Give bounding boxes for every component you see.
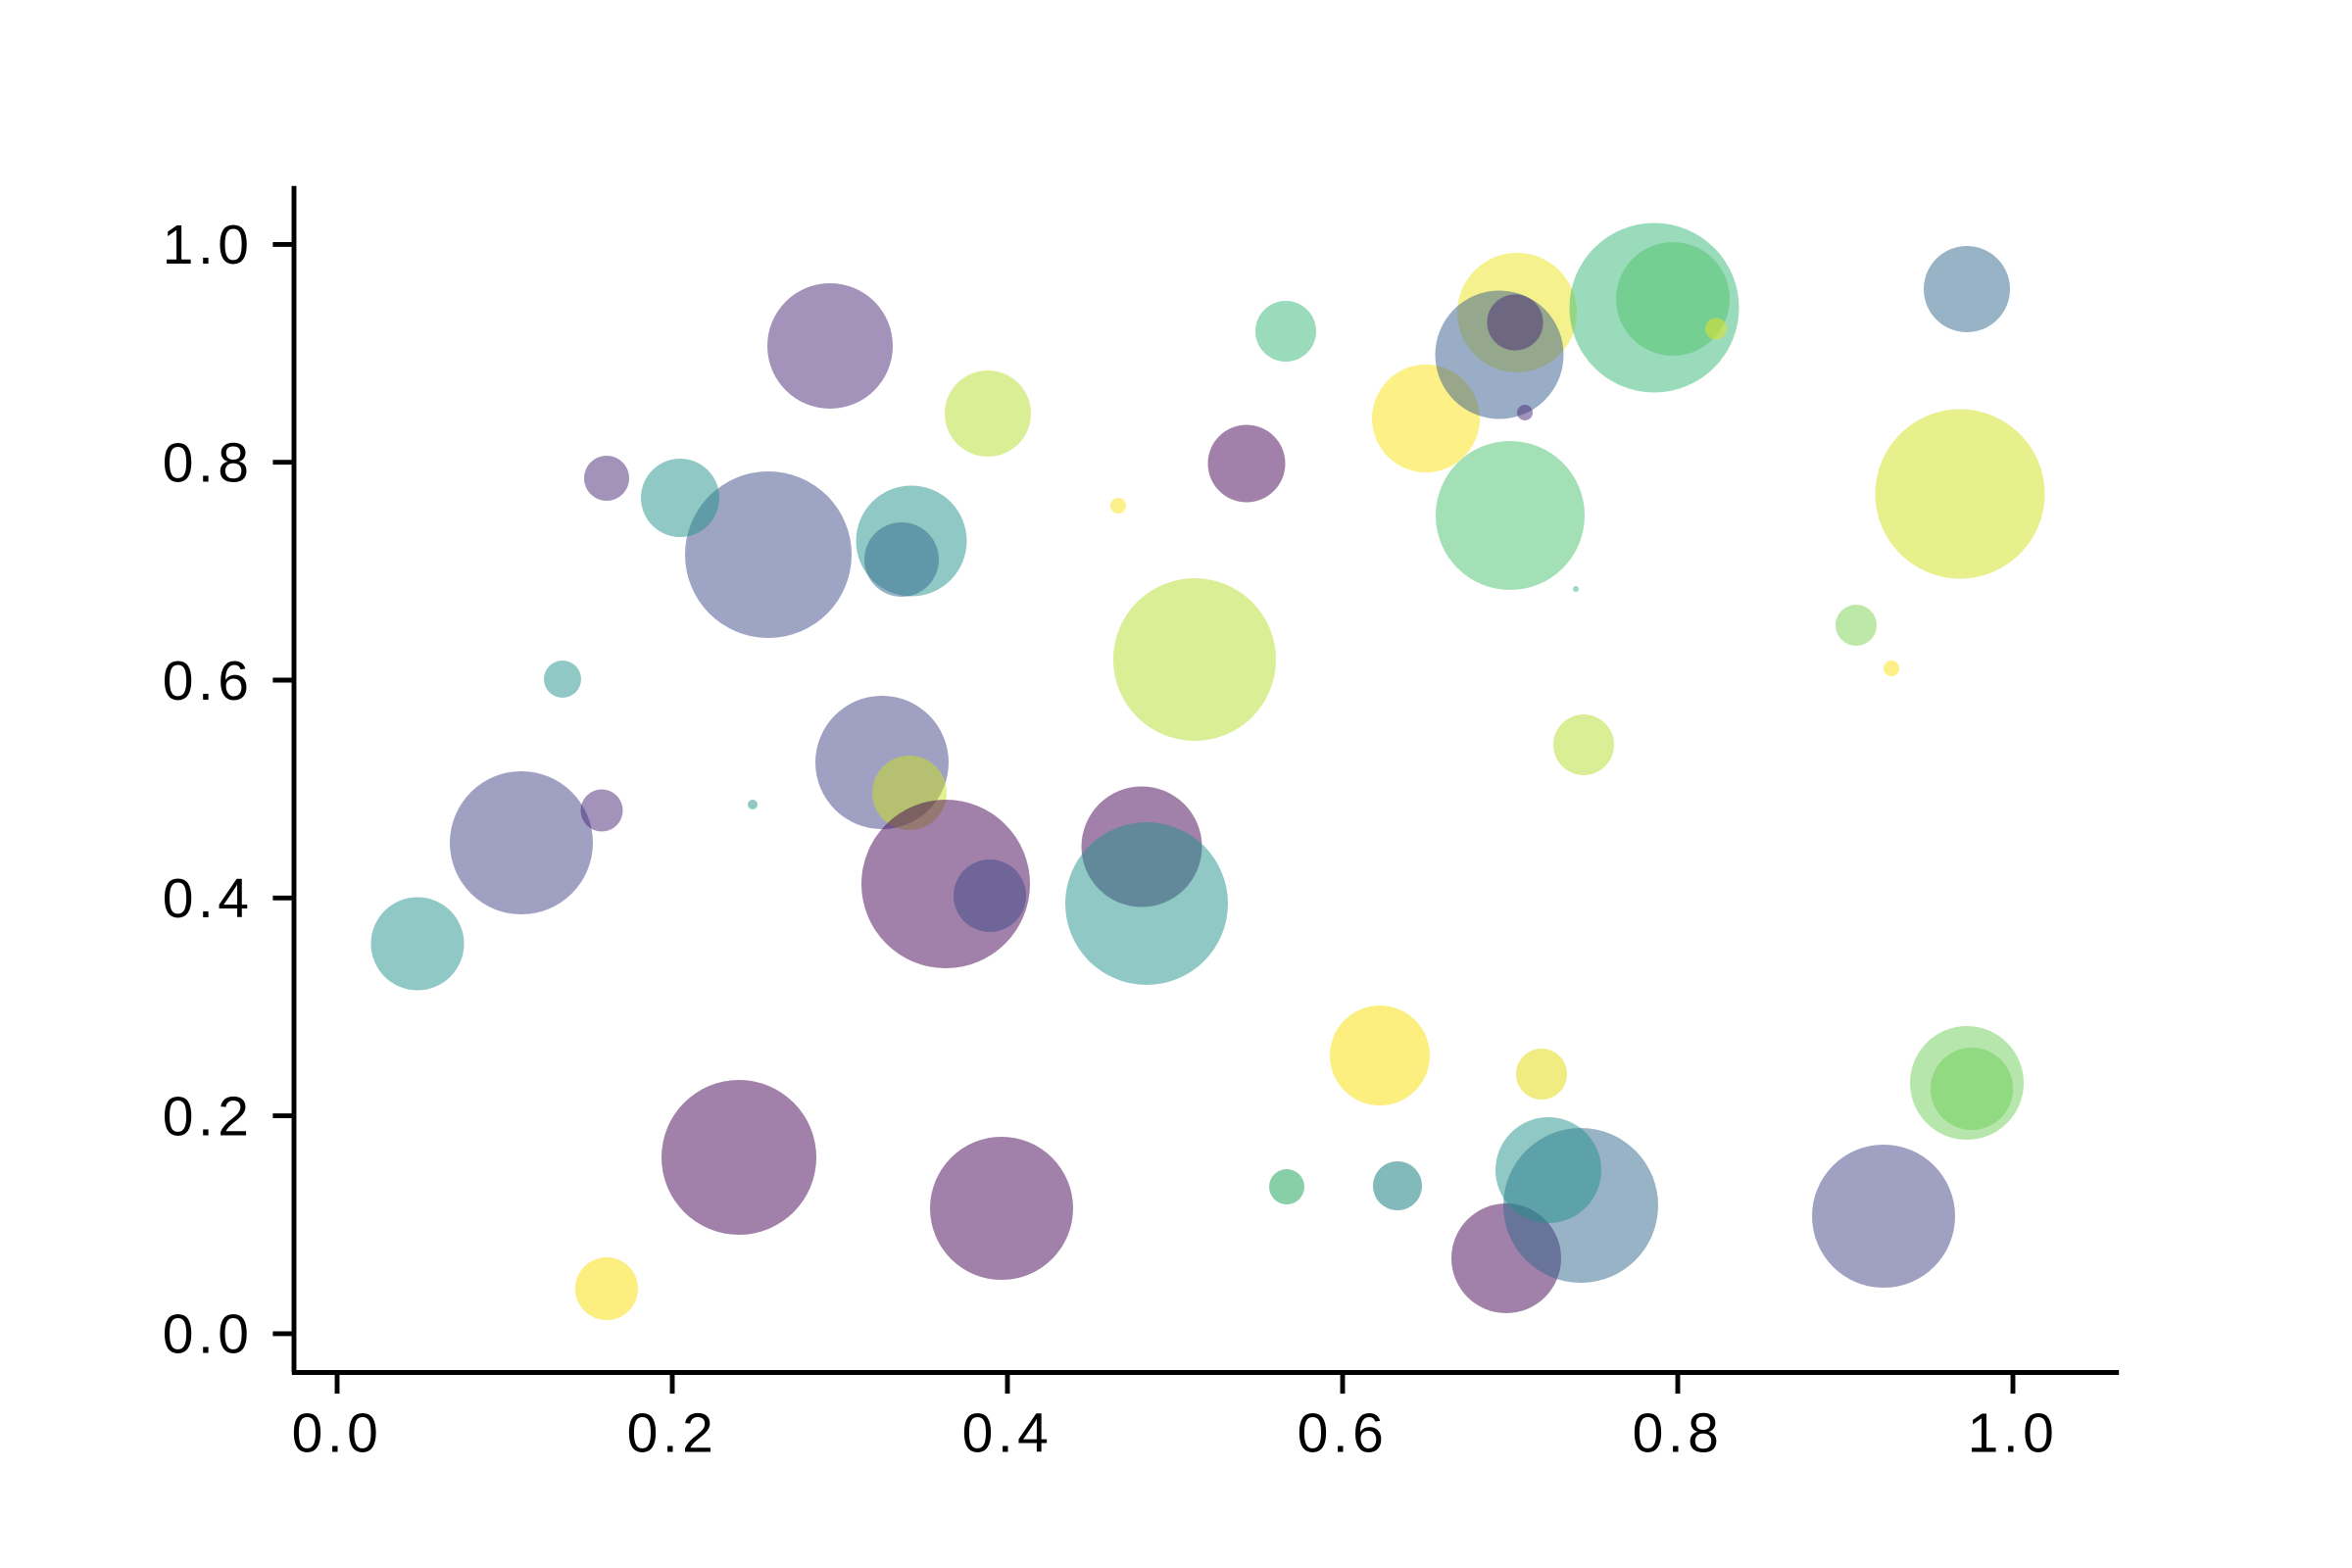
svg-text:0.4: 0.4 bbox=[962, 1402, 1054, 1465]
svg-text:0.4: 0.4 bbox=[163, 867, 254, 930]
svg-text:0.2: 0.2 bbox=[627, 1402, 718, 1465]
svg-text:0.6: 0.6 bbox=[163, 650, 254, 712]
svg-text:0.0: 0.0 bbox=[163, 1303, 254, 1366]
svg-text:0.2: 0.2 bbox=[163, 1085, 254, 1148]
svg-text:1.0: 1.0 bbox=[163, 214, 254, 276]
svg-text:0.6: 0.6 bbox=[1298, 1402, 1389, 1465]
svg-text:0.8: 0.8 bbox=[1633, 1402, 1724, 1465]
svg-text:0.8: 0.8 bbox=[163, 432, 254, 495]
svg-text:1.0: 1.0 bbox=[1968, 1402, 2059, 1465]
svg-text:0.0: 0.0 bbox=[292, 1402, 383, 1465]
